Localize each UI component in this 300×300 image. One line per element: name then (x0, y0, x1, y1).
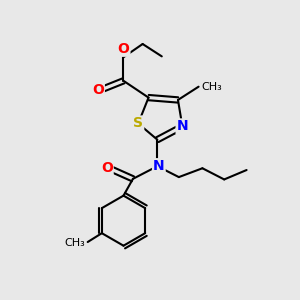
Text: O: O (118, 42, 129, 56)
Text: N: N (177, 119, 188, 134)
Text: O: O (101, 161, 113, 175)
Text: CH₃: CH₃ (201, 82, 222, 92)
Text: CH₃: CH₃ (64, 238, 85, 248)
Text: S: S (133, 116, 143, 130)
Text: O: O (92, 82, 104, 97)
Text: N: N (153, 159, 165, 173)
